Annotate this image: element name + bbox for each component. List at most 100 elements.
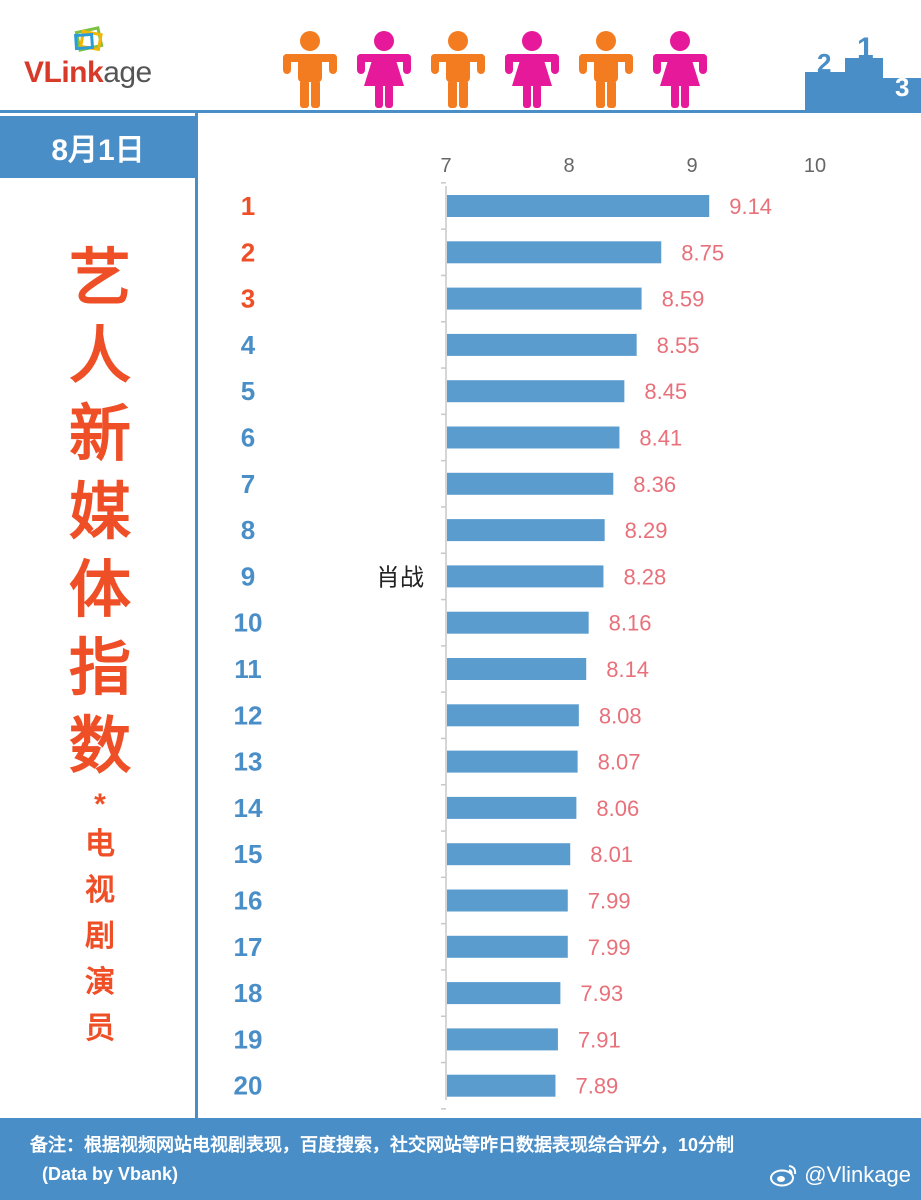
podium-label-3: 3 — [895, 72, 909, 102]
name-label: 肖战 — [376, 563, 424, 591]
bar — [447, 843, 571, 866]
rank-label: 18 — [234, 978, 263, 1008]
value-label: 9.14 — [729, 194, 772, 219]
bar — [447, 287, 642, 310]
subtitle-char: 电 — [85, 828, 115, 861]
rank-label: 13 — [234, 747, 263, 777]
sidebar — [0, 113, 196, 1118]
podium-icon: 2 1 3 — [805, 32, 921, 110]
footer-source: (Data by Vbank) — [42, 1164, 179, 1184]
rank-label: 1 — [241, 191, 255, 221]
rank-label: 9 — [241, 561, 255, 591]
bar-chart: 7 8 9 10 1 9.14 2 8.75 3 8.59 4 8.55 5 8.45 6 8.41 7 8.36… — [234, 155, 826, 1110]
woman-icon — [653, 31, 707, 108]
woman-icon — [505, 31, 559, 108]
bar — [447, 195, 710, 217]
rank-label: 6 — [241, 423, 255, 453]
value-label: 8.08 — [599, 703, 642, 728]
bar — [447, 658, 587, 680]
value-label: 8.36 — [633, 472, 676, 497]
bar — [447, 1074, 556, 1097]
header: VLinkage — [0, 0, 921, 112]
bar — [447, 750, 578, 773]
rank-label: 10 — [234, 608, 263, 638]
x-tick-label: 9 — [686, 155, 697, 177]
value-label: 8.29 — [625, 518, 668, 543]
man-icon — [579, 31, 633, 108]
bar — [447, 704, 579, 727]
bar — [447, 333, 637, 356]
sidebar-divider — [195, 113, 198, 1118]
value-label: 8.75 — [681, 240, 724, 265]
bar — [447, 565, 604, 588]
value-label: 8.59 — [662, 287, 705, 312]
rank-label: 11 — [234, 654, 262, 684]
bar — [447, 472, 614, 495]
subtitle-char: 剧 — [85, 920, 115, 953]
rank-label: 5 — [241, 376, 255, 406]
logo-age: age — [103, 56, 152, 89]
weibo-handle[interactable]: @Vlinkage — [770, 1162, 911, 1188]
woman-icon — [357, 31, 411, 108]
subtitle-char: 演 — [85, 966, 115, 999]
value-label: 8.06 — [596, 796, 639, 821]
podium-label-2: 2 — [817, 48, 831, 78]
people-icons — [280, 30, 710, 108]
x-tick-label: 7 — [440, 155, 451, 177]
title-char: 艺 — [68, 244, 131, 313]
rank-label: 19 — [234, 1024, 263, 1054]
value-label: 8.07 — [598, 750, 641, 775]
bar — [447, 241, 662, 264]
man-icon — [283, 31, 337, 108]
value-label: 8.16 — [609, 611, 652, 636]
bar — [447, 889, 568, 912]
date-badge: 8月1日 — [0, 116, 196, 178]
x-tick-label: 10 — [804, 155, 826, 177]
rank-label: 15 — [234, 839, 263, 869]
value-label: 7.93 — [580, 981, 623, 1006]
weibo-icon — [770, 1165, 797, 1187]
bar — [447, 982, 561, 1005]
title-char: 人 — [68, 322, 131, 391]
rank-label: 17 — [234, 932, 263, 962]
value-label: 8.28 — [623, 564, 666, 589]
podium-label-1: 1 — [857, 32, 874, 65]
rank-label: 12 — [234, 700, 263, 730]
header-divider — [0, 110, 921, 113]
title-char: 体 — [68, 556, 131, 625]
rank-label: 14 — [234, 793, 263, 823]
rank-label: 20 — [234, 1071, 263, 1101]
logo-mark-icon — [73, 26, 104, 52]
footer: 备注：根据视频网站电视剧表现，百度搜索，社交网站等昨日数据表现综合评分，10分制… — [0, 1118, 921, 1200]
rank-label: 2 — [241, 237, 255, 267]
rank-label: 4 — [241, 330, 256, 360]
logo-v: V — [24, 56, 44, 89]
value-label: 7.89 — [575, 1074, 618, 1099]
bar — [447, 519, 605, 542]
vertical-title: 艺 人 新 媒 体 指 数 * 电 视 剧 演 员 — [60, 240, 140, 1052]
bar — [447, 1028, 558, 1051]
value-label: 7.99 — [588, 935, 631, 960]
x-tick-label: 8 — [563, 155, 574, 177]
bar — [447, 611, 589, 634]
man-icon — [431, 31, 485, 108]
logo-text: VLinkage — [24, 56, 152, 90]
bar — [447, 796, 577, 819]
title-char: 指 — [68, 634, 131, 703]
rank-label: 7 — [241, 469, 255, 499]
subtitle-char: 员 — [85, 1012, 115, 1045]
rank-label: 8 — [241, 515, 255, 545]
weibo-handle-text: @Vlinkage — [804, 1162, 911, 1187]
rank-label: 16 — [234, 886, 263, 916]
subtitle-char: 视 — [85, 874, 115, 907]
value-label: 8.41 — [639, 426, 682, 451]
bar — [447, 426, 620, 449]
title-char: 媒 — [68, 478, 131, 547]
bar — [447, 935, 568, 958]
vlinkage-logo: VLinkage — [24, 26, 204, 96]
value-label: 8.55 — [657, 333, 700, 358]
footer-note: 备注：根据视频网站电视剧表现，百度搜索，社交网站等昨日数据表现综合评分，10分制 — [30, 1135, 735, 1155]
title-char: 新 — [68, 400, 131, 469]
value-label: 7.91 — [578, 1027, 621, 1052]
rank-label: 3 — [241, 284, 255, 314]
